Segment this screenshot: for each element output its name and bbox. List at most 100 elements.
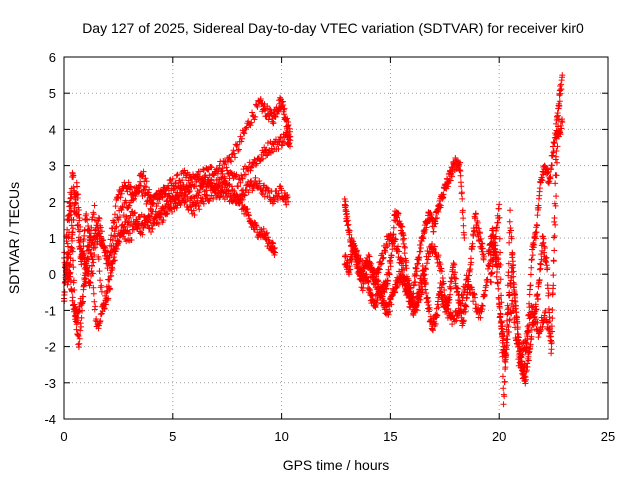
data-point	[184, 193, 191, 200]
data-point	[425, 305, 432, 312]
data-point	[454, 285, 461, 292]
data-point	[239, 196, 246, 203]
data-point	[471, 294, 478, 301]
data-point	[92, 303, 99, 310]
data-point	[402, 276, 409, 283]
data-point	[491, 252, 498, 259]
data-point	[559, 72, 566, 79]
data-point	[448, 173, 455, 180]
data-point	[486, 241, 493, 248]
data-point	[114, 237, 121, 244]
data-point	[551, 215, 558, 222]
data-point	[429, 327, 436, 334]
data-point	[197, 186, 203, 193]
data-point	[388, 252, 395, 259]
data-point	[496, 235, 503, 242]
data-point	[368, 265, 375, 272]
data-point	[92, 244, 99, 251]
data-point	[529, 304, 536, 311]
data-point	[403, 259, 410, 266]
data-point	[130, 195, 137, 202]
data-point	[550, 139, 557, 146]
data-point	[61, 288, 68, 295]
data-point	[269, 239, 276, 246]
data-point	[547, 173, 554, 180]
data-point	[539, 177, 546, 184]
data-point	[451, 318, 458, 325]
data-point	[455, 312, 462, 319]
data-point	[137, 182, 144, 189]
data-point	[533, 316, 540, 323]
data-point	[75, 206, 82, 213]
data-point	[418, 283, 425, 290]
data-point	[553, 147, 560, 154]
data-point	[534, 222, 541, 229]
data-point	[208, 192, 215, 199]
data-point	[286, 143, 293, 150]
data-point	[186, 188, 193, 195]
data-point	[173, 193, 180, 200]
data-point	[413, 272, 420, 279]
data-point	[164, 210, 171, 217]
data-point	[243, 182, 250, 189]
data-point	[487, 278, 494, 285]
data-point	[527, 341, 534, 348]
data-point	[556, 98, 563, 105]
data-point	[387, 263, 394, 270]
data-point	[480, 253, 487, 260]
data-point	[416, 254, 423, 261]
data-point	[258, 186, 265, 193]
data-point	[101, 305, 108, 312]
data-point	[109, 260, 116, 267]
data-point	[435, 304, 442, 311]
data-point	[79, 307, 86, 314]
data-point	[475, 225, 482, 232]
data-point	[286, 133, 293, 140]
data-point	[365, 279, 372, 286]
data-point	[220, 189, 227, 196]
data-point	[89, 270, 96, 277]
data-point	[432, 321, 439, 328]
data-point	[533, 229, 540, 236]
data-point	[344, 213, 351, 220]
data-point	[93, 316, 100, 323]
data-point	[111, 245, 118, 252]
data-point	[492, 242, 499, 249]
data-point	[457, 172, 464, 179]
data-point	[536, 276, 543, 283]
data-point	[185, 206, 192, 213]
data-point	[173, 172, 180, 179]
data-point	[191, 212, 198, 219]
data-point	[460, 222, 467, 229]
data-point	[174, 171, 181, 178]
y-tick-label: -1	[44, 303, 56, 318]
y-tick-label: -4	[44, 412, 56, 427]
data-point	[499, 373, 506, 380]
data-point	[85, 256, 92, 263]
data-point	[510, 273, 517, 280]
data-point	[89, 214, 96, 221]
data-point	[72, 312, 79, 319]
data-point	[395, 248, 402, 255]
data-point	[463, 303, 470, 310]
data-point	[187, 182, 194, 189]
data-point	[112, 203, 119, 210]
data-point	[177, 202, 184, 209]
data-point	[252, 113, 259, 120]
data-point	[106, 252, 113, 259]
data-point	[540, 235, 547, 242]
data-point	[78, 314, 85, 321]
data-point	[88, 262, 95, 269]
data-point	[71, 305, 78, 312]
data-point	[553, 153, 560, 160]
data-point	[499, 353, 506, 360]
data-point	[417, 296, 424, 303]
data-point	[78, 245, 85, 252]
data-point	[67, 269, 74, 276]
data-point	[231, 150, 238, 157]
data-point	[84, 216, 91, 223]
data-point	[96, 230, 103, 237]
data-point	[347, 266, 354, 273]
data-point	[457, 300, 464, 307]
